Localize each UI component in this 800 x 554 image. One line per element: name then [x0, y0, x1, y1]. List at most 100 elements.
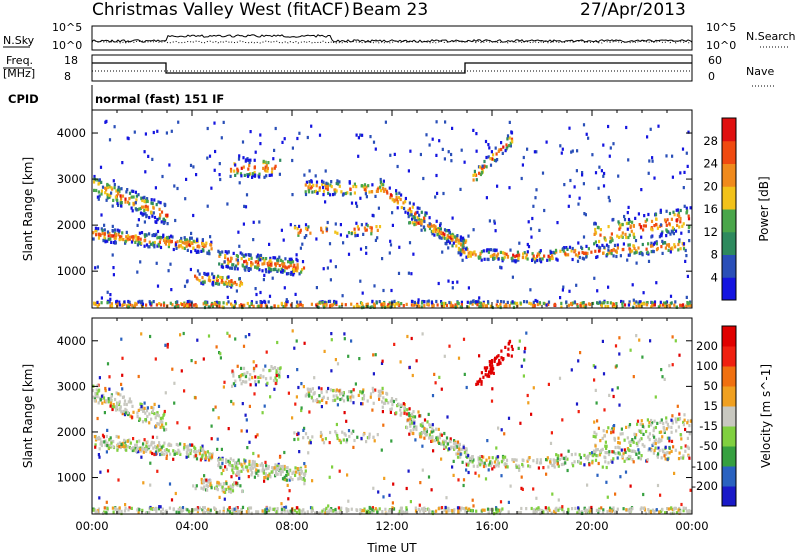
echo-cell: [173, 452, 176, 456]
echo-cell: [153, 198, 156, 202]
echo-cell: [300, 477, 303, 481]
echo-cell: [652, 242, 655, 246]
echo-cell: [638, 451, 641, 455]
echo-cell: [134, 301, 137, 305]
echo-cell: [227, 427, 230, 431]
colorbar-tick-label: 100: [696, 359, 718, 373]
echo-cell: [226, 202, 229, 206]
nsearch-trace: [91, 40, 693, 44]
echo-cell: [341, 294, 344, 298]
echo-cell: [195, 457, 199, 461]
echo-cell: [151, 214, 154, 218]
echo-cell: [675, 511, 678, 515]
echo-cell: [141, 212, 144, 216]
echo-cell: [515, 465, 518, 469]
echo-cell: [293, 431, 296, 435]
echo-cell: [311, 387, 314, 391]
echo-cell: [279, 472, 282, 476]
echo-cell: [157, 404, 161, 408]
echo-cell: [486, 248, 489, 252]
echo-cell: [610, 509, 614, 513]
echo-cell: [491, 253, 494, 257]
echo-cell: [666, 230, 669, 234]
echo-cell: [288, 489, 291, 493]
echo-cell: [126, 410, 130, 415]
echo-cell: [94, 229, 97, 233]
echo-cell: [640, 506, 643, 510]
echo-cell: [121, 387, 124, 391]
echo-cell: [165, 235, 169, 240]
echo-cell: [653, 419, 656, 423]
echo-cell: [372, 435, 375, 439]
echo-cell: [503, 255, 506, 259]
echo-cell: [347, 231, 351, 235]
y-tick-label: 3000: [57, 172, 86, 186]
echo-cell: [602, 251, 605, 255]
echo-cell: [130, 195, 133, 199]
echo-cell: [136, 411, 139, 415]
echo-cell: [586, 251, 589, 255]
echo-cell: [156, 422, 159, 426]
echo-cell: [154, 451, 157, 455]
echo-cell: [668, 303, 671, 308]
echo-cell: [240, 511, 243, 515]
echo-cell: [270, 170, 274, 174]
echo-cell: [374, 238, 377, 242]
echo-cell: [374, 388, 377, 392]
colorbar-swatch: [722, 366, 736, 387]
echo-cell: [500, 356, 503, 360]
echo-cell: [395, 192, 398, 196]
echo-cell: [328, 508, 331, 512]
echo-cell: [106, 290, 109, 294]
echo-cell: [599, 246, 602, 250]
echo-cell: [437, 281, 440, 286]
echo-cell: [112, 273, 115, 277]
echo-cell: [438, 232, 441, 236]
echo-cell: [678, 451, 681, 455]
echo-cell: [686, 274, 689, 278]
echo-cell: [190, 236, 193, 240]
echo-cell: [457, 248, 461, 252]
echo-cell: [304, 469, 307, 473]
echo-cell: [541, 171, 545, 175]
echo-cell: [308, 183, 311, 187]
echo-cell: [293, 437, 296, 442]
echo-cell: [675, 420, 678, 424]
echo-cell: [576, 259, 580, 263]
echo-cell: [186, 508, 189, 512]
echo-cell: [315, 303, 318, 307]
echo-cell: [291, 329, 294, 333]
echo-cell: [651, 303, 654, 308]
echo-cell: [676, 223, 679, 227]
echo-cell: [612, 430, 615, 434]
echo-cell: [678, 240, 681, 244]
echo-cell: [685, 304, 688, 308]
echo-cell: [416, 303, 420, 308]
echo-cell: [106, 183, 109, 187]
echo-cell: [220, 472, 223, 476]
echo-cell: [604, 440, 607, 444]
echo-cell: [111, 229, 115, 233]
echo-cell: [535, 496, 538, 500]
echo-cell: [423, 304, 426, 308]
echo-cell: [310, 179, 313, 183]
echo-cell: [538, 228, 541, 232]
echo-cell: [417, 410, 420, 414]
echo-cell: [526, 257, 529, 261]
echo-cell: [276, 467, 279, 471]
echo-cell: [500, 300, 503, 304]
echo-cell: [243, 372, 246, 376]
echo-cell: [249, 158, 252, 162]
echo-cell: [101, 396, 104, 401]
echo-cell: [195, 304, 198, 308]
echo-cell: [658, 430, 661, 434]
echo-cell: [504, 455, 507, 459]
echo-cell: [261, 509, 264, 513]
echo-cell: [336, 396, 339, 400]
echo-cell: [244, 265, 247, 269]
echo-cell: [480, 250, 483, 254]
echo-cell: [161, 511, 164, 515]
echo-cell: [627, 303, 630, 307]
echo-cell: [654, 213, 658, 217]
echo-cell: [163, 448, 166, 453]
